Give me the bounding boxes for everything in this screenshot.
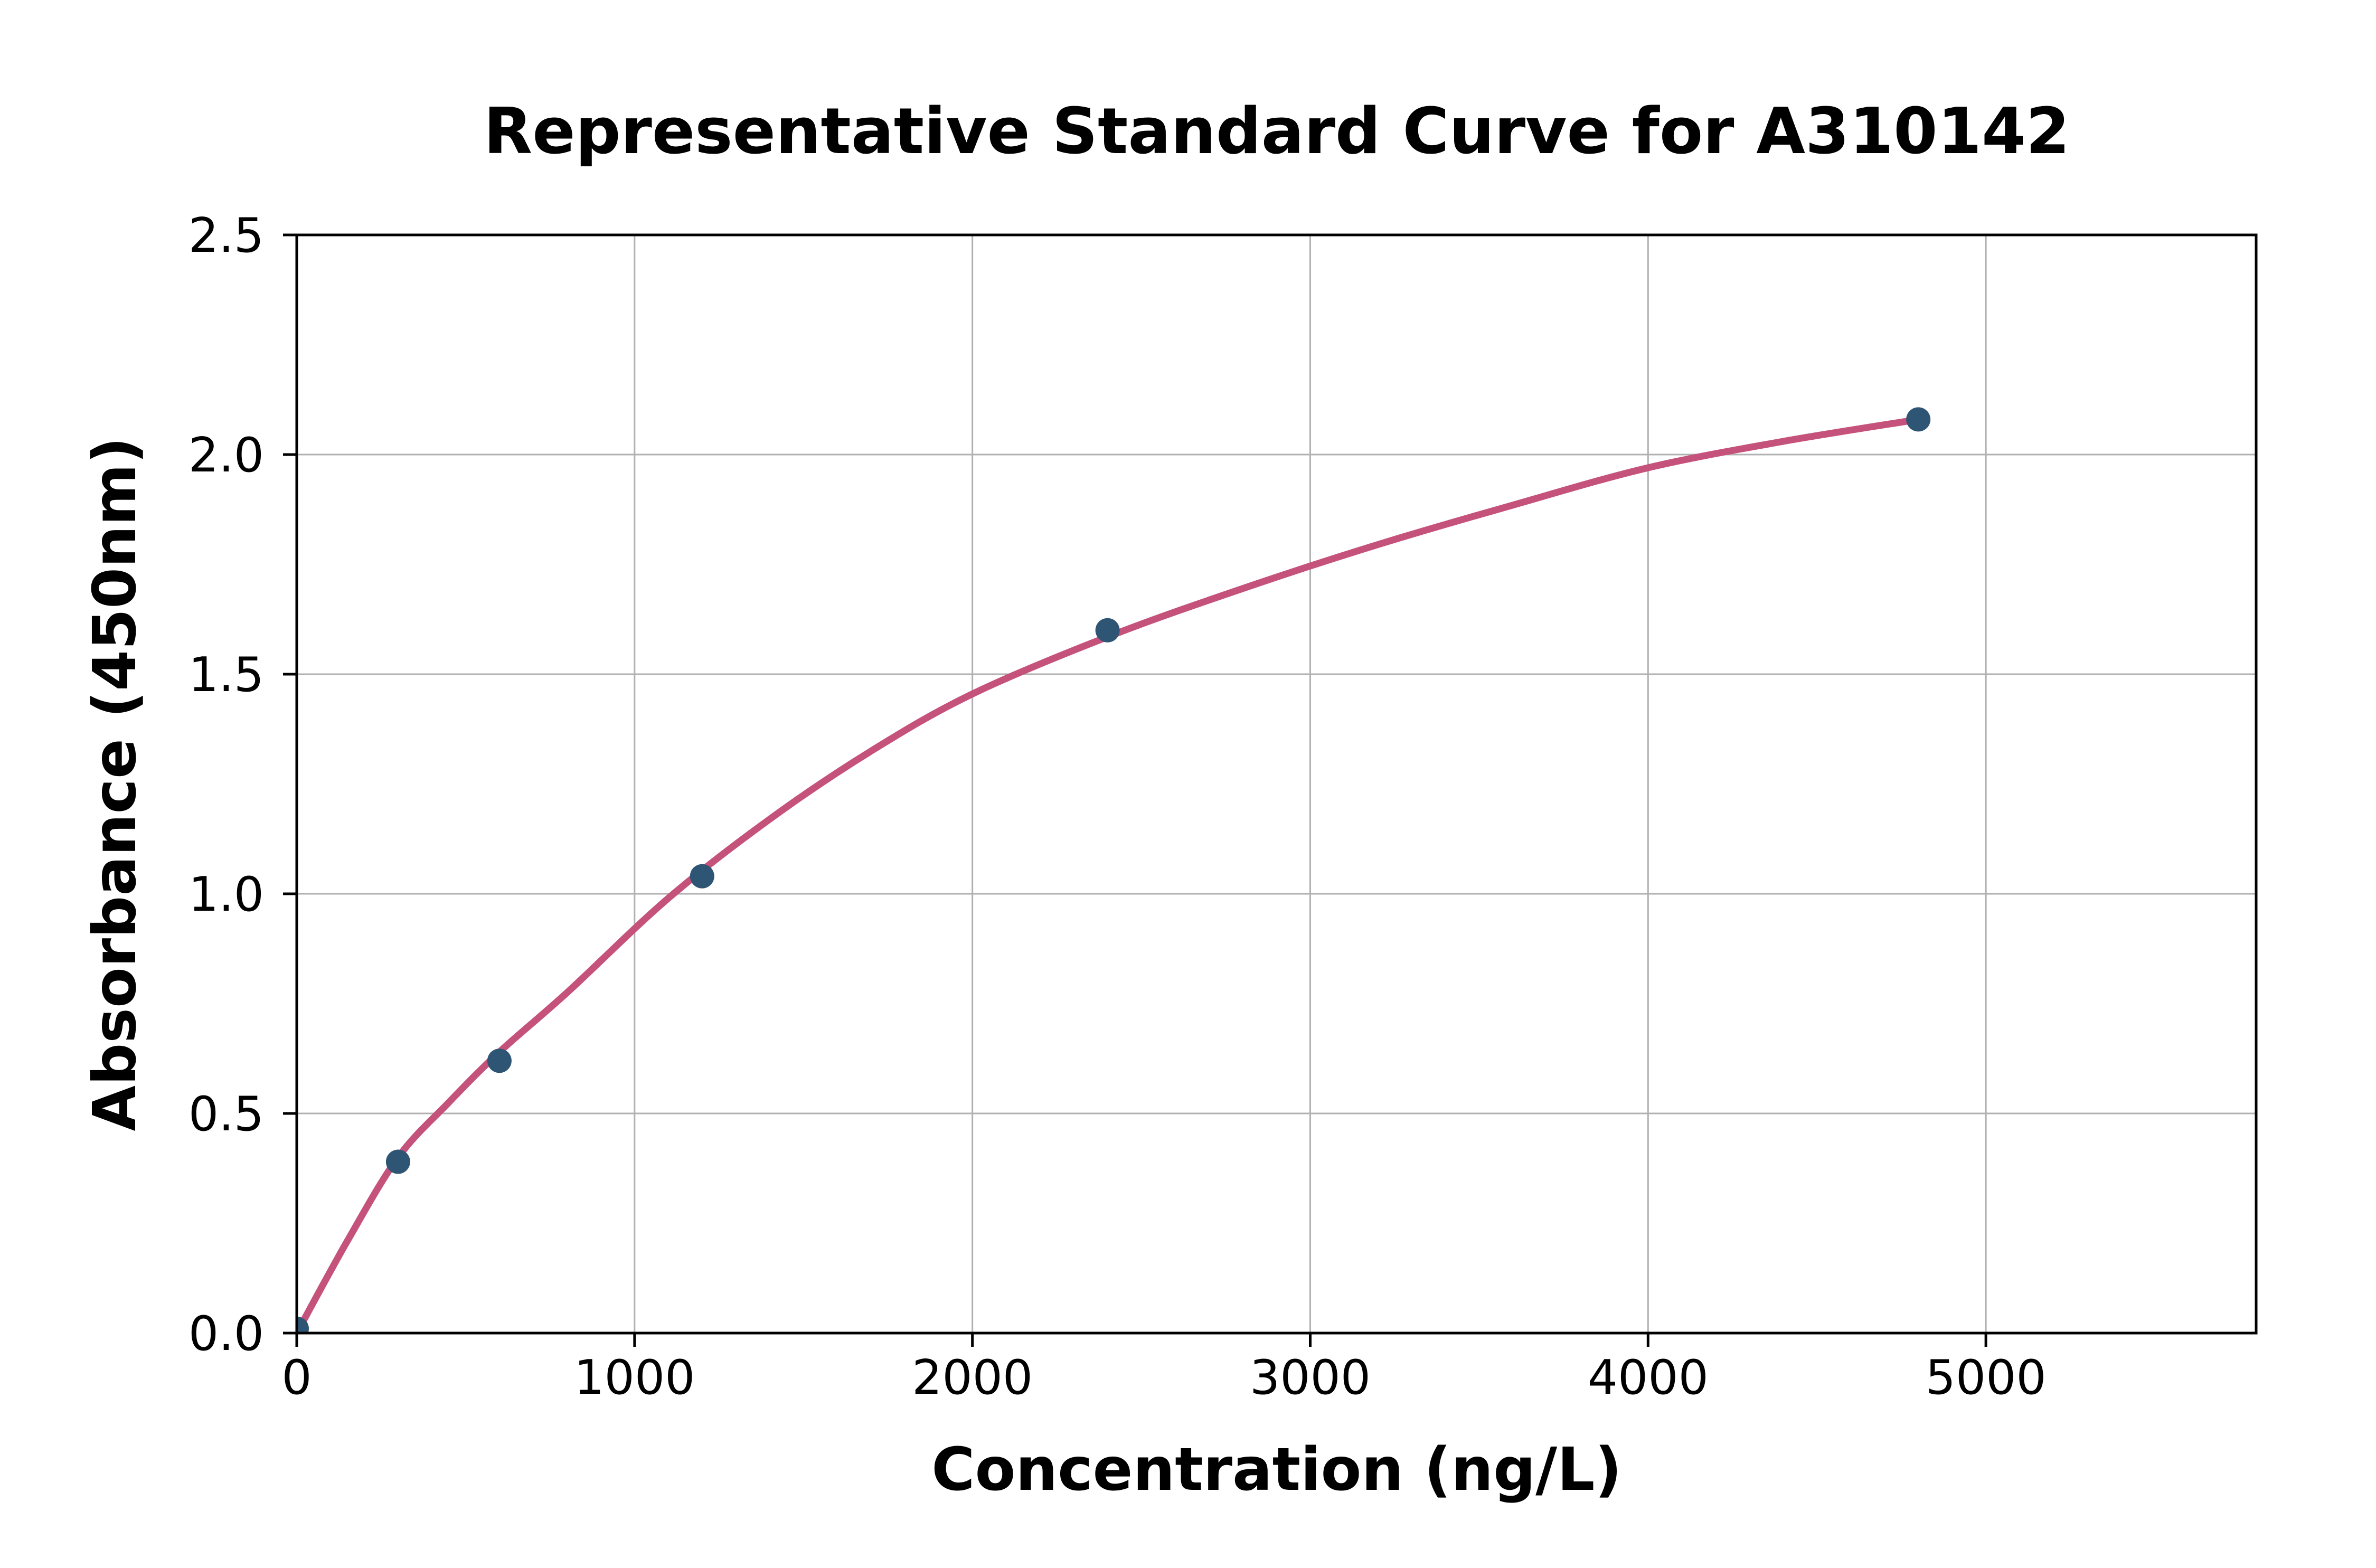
x-tick-label: 5000 (1926, 1350, 2047, 1405)
y-tick-label: 0.5 (188, 1087, 264, 1142)
x-tick-label: 0 (281, 1350, 312, 1405)
y-tick-label: 2.0 (188, 428, 264, 483)
data-points-layer (297, 407, 1931, 1333)
data-point (385, 1149, 410, 1174)
y-tick-label: 2.5 (188, 208, 264, 263)
x-tick-label: 1000 (574, 1350, 695, 1405)
x-tick-label: 2000 (912, 1350, 1033, 1405)
grid-layer (296, 234, 2256, 1334)
x-axis-label: Concentration (ng/L) (931, 1435, 1621, 1504)
chart-title: Representative Standard Curve for A31014… (484, 95, 2070, 168)
fit-curve (297, 415, 1922, 1333)
data-point (1906, 407, 1931, 432)
data-point (487, 1049, 512, 1073)
plot-border (295, 233, 2258, 1335)
y-tick-label: 1.0 (188, 867, 264, 922)
y-tick-label: 1.5 (188, 647, 264, 703)
x-tick-label: 3000 (1250, 1350, 1371, 1405)
y-tick-label: 0.0 (188, 1306, 264, 1362)
x-tick-label: 4000 (1588, 1350, 1709, 1405)
data-point (297, 1316, 309, 1333)
y-axis-label: Absorbance (450nm) (81, 437, 149, 1131)
ticks-layer (283, 233, 1987, 1347)
x-tick-labels: 0 1000 2000 3000 4000 5000 (281, 1350, 2046, 1405)
data-point (690, 864, 714, 889)
y-tick-labels: 0.0 0.5 1.0 1.5 2.0 2.5 (188, 208, 264, 1362)
fit-curve-layer (297, 415, 1922, 1333)
data-point (1095, 618, 1120, 643)
